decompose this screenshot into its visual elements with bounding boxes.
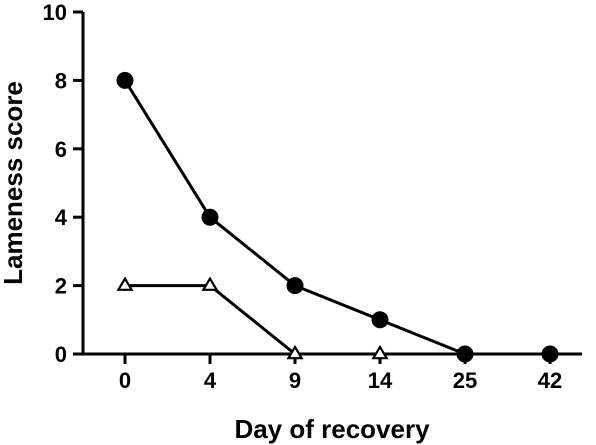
y-tick-label: 8	[55, 68, 67, 93]
x-tick-label: 9	[289, 368, 301, 393]
data-point-triangle	[201, 276, 219, 291]
series-2	[116, 276, 389, 360]
data-point-circle	[456, 345, 474, 363]
data-point-circle	[116, 71, 134, 89]
x-ticks: 0 4 9 14 25 42	[119, 354, 562, 393]
axes	[81, 12, 582, 356]
y-tick-label: 2	[55, 274, 67, 299]
series-1	[116, 71, 559, 363]
x-tick-label: 14	[368, 368, 393, 393]
data-point-circle	[286, 277, 304, 295]
data-point-triangle	[116, 276, 134, 291]
data-point-circle	[371, 311, 389, 329]
x-tick-label: 4	[204, 368, 217, 393]
series-line	[123, 79, 550, 356]
data-point-triangle	[371, 344, 389, 360]
x-tick-label: 25	[453, 368, 477, 393]
data-point-circle	[201, 208, 219, 226]
y-ticks: 0 2 4 6 8 10	[43, 0, 83, 367]
x-axis-title: Day of recovery	[234, 414, 430, 444]
y-tick-label: 0	[55, 342, 67, 367]
series-line	[125, 284, 380, 356]
x-tick-label: 42	[538, 368, 562, 393]
y-tick-label: 10	[43, 0, 67, 25]
series-layer	[116, 71, 559, 363]
x-tick-label: 0	[119, 368, 131, 393]
data-point-circle	[541, 345, 559, 363]
y-axis-title: Lameness score	[0, 81, 28, 285]
y-tick-label: 4	[55, 205, 68, 230]
data-point-triangle	[286, 344, 304, 360]
y-tick-label: 6	[55, 137, 67, 162]
